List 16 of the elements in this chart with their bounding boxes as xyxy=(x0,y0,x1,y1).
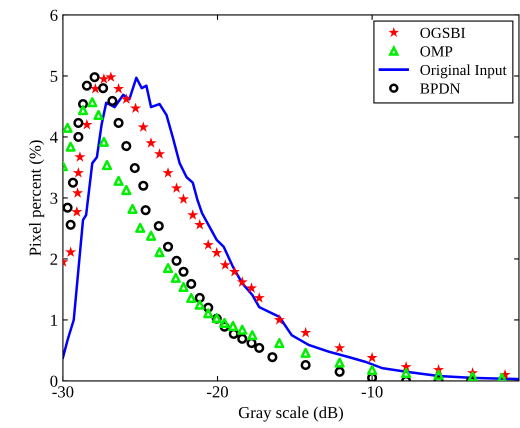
legend-label: OMP xyxy=(420,46,452,57)
y-tick-label: 3 xyxy=(50,192,58,204)
y-tick-label: 0 xyxy=(50,376,58,387)
y-tick-label: 1 xyxy=(51,314,58,326)
legend-label: BPDN xyxy=(420,84,460,94)
y-axis-title: Pixel percent (%) xyxy=(29,140,44,256)
x-tick-label: -20 xyxy=(207,386,228,398)
legend-label: Original Input xyxy=(420,64,507,78)
x-tick-label: -30 xyxy=(52,386,74,398)
x-tick-label: -10 xyxy=(362,386,383,398)
y-tick-label: 2 xyxy=(50,254,58,265)
y-tick-label: 6 xyxy=(50,10,58,21)
legend-label: OGSBI xyxy=(420,28,466,38)
y-tick-label: 5 xyxy=(50,70,58,82)
x-axis-title: Gray scale (dB) xyxy=(238,406,343,422)
y-tick-label: 4 xyxy=(50,132,58,143)
